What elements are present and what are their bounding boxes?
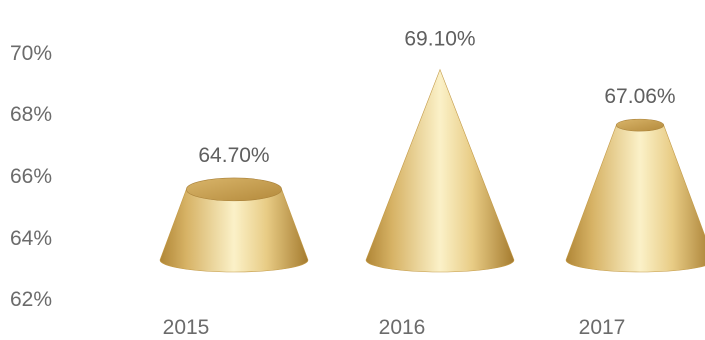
cone-bar-2016 [365,68,515,273]
cone-bar-2017 [565,124,705,273]
x-axis: 2015 2016 2017 [163,316,626,339]
x-category-label: 2016 [379,316,426,339]
cone-series [159,68,705,273]
y-tick-label: 64% [10,227,52,250]
x-category-label: 2015 [163,316,210,339]
data-label-2015: 64.70% [198,144,269,167]
y-tick-label: 62% [10,288,52,311]
y-axis: 62% 64% 66% 68% 70% [10,42,52,311]
x-category-label: 2017 [579,316,626,339]
y-tick-label: 70% [10,42,52,65]
y-tick-label: 66% [10,165,52,188]
cone-bar-2015 [159,189,309,273]
data-labels: 64.70% 69.10% 67.06% [198,28,675,167]
data-label-2016: 69.10% [404,28,475,51]
cone-top-2017 [615,118,665,132]
cone-top-2015 [186,177,282,202]
y-tick-label: 68% [10,103,52,126]
data-label-2017: 67.06% [604,85,675,108]
